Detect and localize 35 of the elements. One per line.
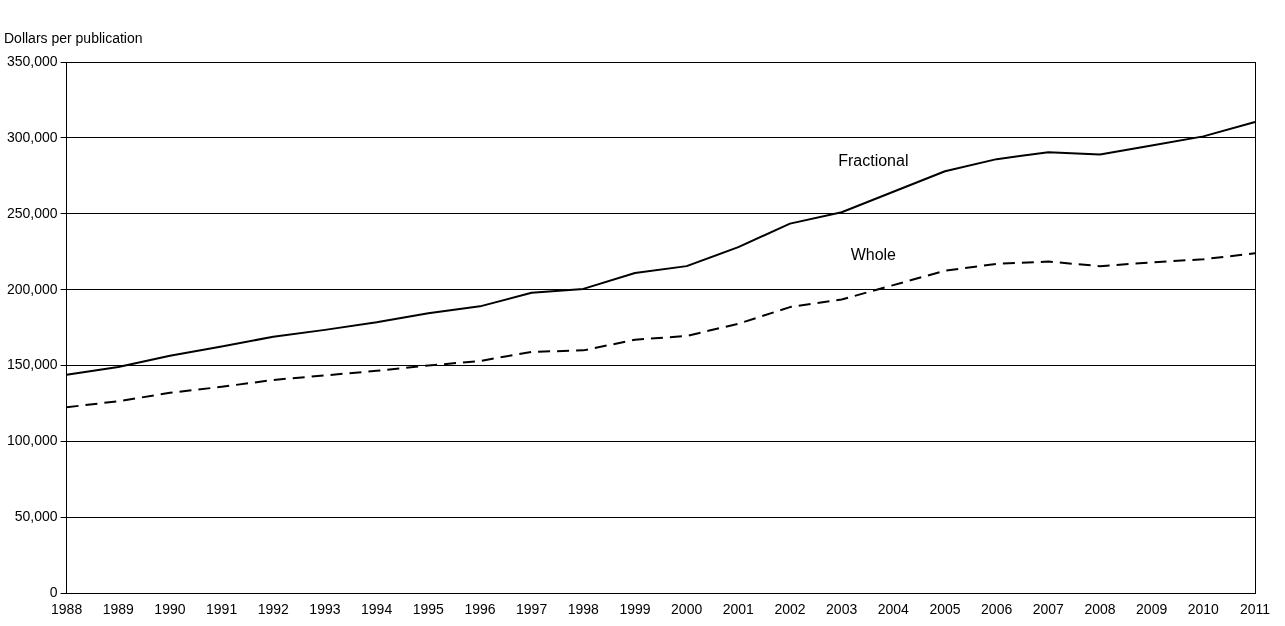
x-tick-label: 2002 (774, 601, 806, 618)
x-tick-label: 1989 (102, 601, 135, 618)
y-tick-label: 350,000 (7, 52, 58, 69)
x-tick-label: 1991 (206, 601, 238, 618)
y-tick-label: 0 (49, 584, 58, 601)
x-tick-label: 1990 (154, 601, 186, 618)
y-tick-label: 100,000 (7, 432, 58, 449)
x-tick-label: 1995 (412, 601, 445, 618)
x-tick-label: 2004 (877, 601, 910, 618)
x-tick-label: 2000 (671, 601, 703, 618)
y-tick-label: 200,000 (7, 280, 58, 297)
x-tick-label: 1999 (619, 601, 651, 618)
x-tick-label: 2011 (1239, 601, 1271, 618)
x-tick-label: 1997 (516, 601, 548, 618)
y-tick-label: 150,000 (7, 356, 58, 373)
x-tick-label: 2003 (826, 601, 858, 618)
x-tick-label: 2007 (1032, 601, 1065, 618)
x-tick-label: 1998 (567, 601, 600, 618)
series-label: Whole (850, 245, 897, 263)
x-tick-label: 2006 (981, 601, 1013, 618)
x-tick-label: 2008 (1084, 601, 1116, 618)
x-tick-label: 2009 (1136, 601, 1168, 618)
x-tick-label: 2005 (929, 601, 961, 618)
x-tick-label: 1993 (309, 601, 341, 618)
series-label: Fractional (838, 152, 909, 170)
y-tick-label: 300,000 (7, 128, 58, 145)
x-tick-label: 1988 (51, 601, 83, 618)
x-tick-label: 2010 (1187, 601, 1220, 618)
x-tick-label: 1996 (464, 601, 496, 618)
y-axis-title: Dollars per publication (4, 29, 143, 46)
y-tick-label: 50,000 (14, 508, 58, 525)
y-tick-label: 250,000 (7, 204, 58, 221)
x-tick-label: 1992 (257, 601, 290, 618)
x-tick-label: 2001 (722, 601, 755, 618)
x-tick-label: 1994 (361, 601, 393, 618)
